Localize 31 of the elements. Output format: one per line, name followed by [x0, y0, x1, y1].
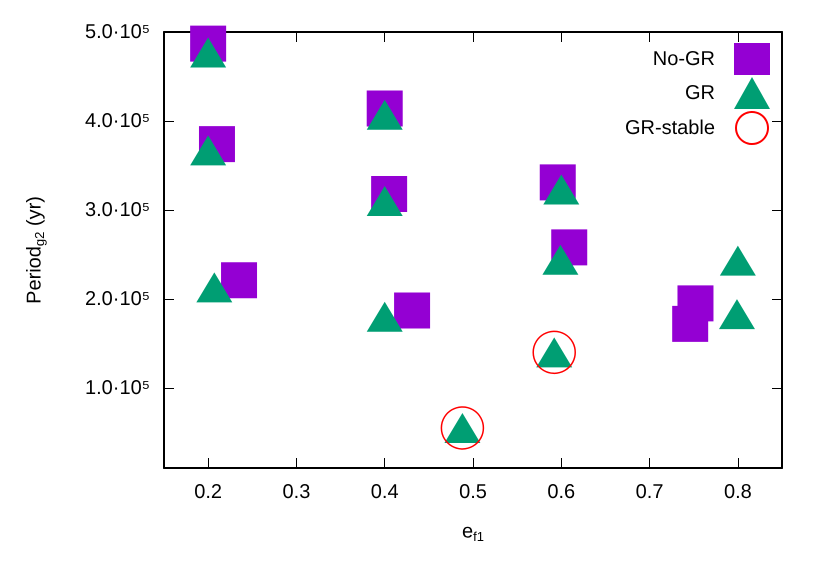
- x-tick-label: 0.4: [370, 481, 399, 503]
- legend-label: No-GR: [652, 48, 715, 70]
- y-tick-label: 4.0·10⁵: [85, 110, 150, 132]
- x-tick-label: 0.3: [282, 481, 310, 503]
- point: [366, 186, 403, 216]
- legend-label: GR: [685, 82, 715, 104]
- legend-label: GR-stable: [624, 117, 715, 139]
- point: [543, 174, 580, 204]
- point: [196, 272, 232, 302]
- x-tick-label: 0.8: [724, 481, 752, 503]
- point: [366, 302, 403, 332]
- y-tick-label: 2.0·10⁵: [85, 288, 150, 310]
- x-tick-label: 0.7: [636, 481, 664, 503]
- x-tick-label: 0.2: [194, 481, 222, 503]
- point: [190, 135, 226, 166]
- x-tick-label: 0.6: [547, 481, 576, 503]
- y-tick-label: 3.0·10⁵: [85, 198, 150, 221]
- y-axis-title: Periodg2 (yr): [24, 196, 47, 304]
- point: [394, 292, 430, 329]
- point: [532, 330, 576, 374]
- point: [190, 37, 226, 68]
- point: [720, 246, 756, 276]
- x-tick-label: 0.5: [459, 481, 487, 503]
- point: [672, 306, 708, 342]
- point: [542, 244, 578, 275]
- point: [221, 262, 258, 298]
- point: [366, 100, 403, 130]
- y-tick-label: 5.0·10⁵: [85, 21, 150, 43]
- point: [718, 299, 755, 330]
- y-tick-label: 1.0·10⁵: [85, 376, 150, 399]
- point: [440, 406, 484, 450]
